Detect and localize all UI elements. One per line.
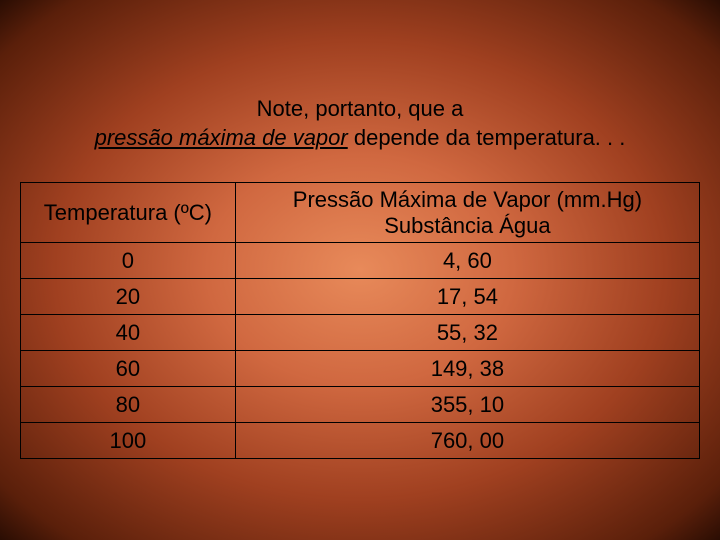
col-header-pressure-line2: Substância Água xyxy=(244,213,691,239)
table-row: 20 17, 54 xyxy=(21,279,700,315)
heading: Note, portanto, que a pressão máxima de … xyxy=(0,95,720,152)
cell-temp: 60 xyxy=(21,351,236,387)
cell-press: 149, 38 xyxy=(235,351,699,387)
table-row: 60 149, 38 xyxy=(21,351,700,387)
table-row: 80 355, 10 xyxy=(21,387,700,423)
table-row: 40 55, 32 xyxy=(21,315,700,351)
cell-temp: 20 xyxy=(21,279,236,315)
heading-line1: Note, portanto, que a xyxy=(0,95,720,124)
cell-temp: 0 xyxy=(21,243,236,279)
slide-content: Note, portanto, que a pressão máxima de … xyxy=(0,0,720,459)
table-row: 0 4, 60 xyxy=(21,243,700,279)
vapor-pressure-table: Temperatura (ºC) Pressão Máxima de Vapor… xyxy=(20,182,700,459)
table-row: 100 760, 00 xyxy=(21,423,700,459)
cell-press: 4, 60 xyxy=(235,243,699,279)
col-header-pressure-line1: Pressão Máxima de Vapor (mm.Hg) xyxy=(244,187,691,213)
table-header-row: Temperatura (ºC) Pressão Máxima de Vapor… xyxy=(21,183,700,243)
cell-temp: 40 xyxy=(21,315,236,351)
cell-press: 760, 00 xyxy=(235,423,699,459)
cell-temp: 100 xyxy=(21,423,236,459)
heading-rest: depende da temperatura. . . xyxy=(348,125,626,150)
heading-line2: pressão máxima de vapor depende da tempe… xyxy=(0,124,720,153)
col-header-temperature: Temperatura (ºC) xyxy=(21,183,236,243)
cell-temp: 80 xyxy=(21,387,236,423)
heading-italic: pressão máxima de vapor xyxy=(95,125,348,150)
cell-press: 55, 32 xyxy=(235,315,699,351)
col-header-temperature-text: Temperatura (ºC) xyxy=(29,200,227,226)
cell-press: 355, 10 xyxy=(235,387,699,423)
cell-press: 17, 54 xyxy=(235,279,699,315)
col-header-pressure: Pressão Máxima de Vapor (mm.Hg) Substânc… xyxy=(235,183,699,243)
